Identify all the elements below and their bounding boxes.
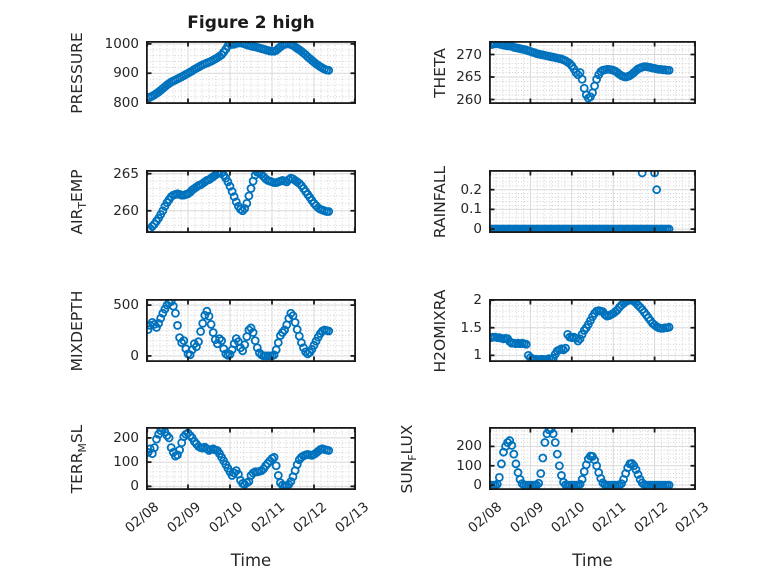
subplot-pressure bbox=[146, 41, 356, 104]
axes-box bbox=[146, 299, 356, 362]
minor-grid bbox=[490, 428, 695, 489]
y-tick-label-air-temp: 265 bbox=[113, 165, 139, 182]
x-tick-label: 02/08 bbox=[465, 499, 506, 537]
y-axis-label-h2omixra: H2OMIXRA bbox=[431, 288, 449, 373]
y-tick-label-terr-msl: 100 bbox=[113, 454, 139, 471]
y-tick-label-theta: 260 bbox=[456, 91, 482, 108]
axes-box bbox=[489, 170, 696, 233]
subplot-rainfall bbox=[489, 170, 696, 233]
y-axis-label-terr-msl: TERRMSL bbox=[68, 424, 90, 493]
y-tick-label-mixdepth: 0 bbox=[130, 347, 139, 364]
x-tick-label: 02/12 bbox=[630, 499, 671, 537]
subplot-air-temp bbox=[146, 170, 356, 233]
y-tick-label-mixdepth: 500 bbox=[113, 297, 139, 314]
y-tick-label-rainfall: 0 bbox=[473, 221, 482, 238]
y-tick-label-h2omixra: 2 bbox=[473, 292, 482, 309]
y-tick-label-pressure: 900 bbox=[113, 65, 139, 82]
subplot-theta bbox=[489, 41, 696, 104]
y-tick-label-rainfall: 0.2 bbox=[460, 181, 482, 198]
y-tick-label-pressure: 1000 bbox=[104, 35, 139, 52]
subplot-mixdepth bbox=[146, 299, 356, 362]
x-tick-label: 02/13 bbox=[672, 499, 713, 537]
y-tick-label-theta: 270 bbox=[456, 46, 482, 63]
figure-title: Figure 2 high bbox=[187, 13, 315, 33]
major-grid bbox=[147, 428, 355, 489]
series-markers-theta bbox=[489, 41, 674, 103]
subplot-terr-msl bbox=[146, 427, 356, 490]
y-tick-label-sun-flux: 100 bbox=[456, 457, 482, 474]
x-tick-label: 02/10 bbox=[206, 499, 247, 537]
axes-box bbox=[489, 427, 696, 490]
x-tick-label: 02/13 bbox=[332, 499, 373, 537]
x-tick-label: 02/08 bbox=[122, 499, 163, 537]
y-tick-label-terr-msl: 200 bbox=[113, 429, 139, 446]
series-markers-mixdepth bbox=[146, 299, 334, 361]
y-tick-label-sun-flux: 0 bbox=[473, 477, 482, 494]
minor-grid bbox=[490, 42, 695, 103]
axes-box bbox=[489, 41, 696, 104]
axes-box bbox=[489, 299, 696, 362]
series-markers-air-temp bbox=[146, 170, 334, 233]
y-tick-label-theta: 265 bbox=[456, 69, 482, 85]
x-tick-label: 02/09 bbox=[164, 499, 205, 537]
y-tick-label-sun-flux: 200 bbox=[456, 438, 482, 455]
x-axis-label-right: Time bbox=[572, 551, 613, 570]
x-axis-label-left: Time bbox=[230, 551, 272, 570]
y-tick-label-h2omixra: 1.5 bbox=[460, 319, 482, 336]
subplot-h2omixra bbox=[489, 299, 696, 362]
y-tick-label-pressure: 800 bbox=[113, 94, 139, 111]
y-tick-label-terr-msl: 0 bbox=[130, 478, 139, 495]
x-tick-label: 02/11 bbox=[248, 499, 289, 537]
y-tick-label-rainfall: 0.1 bbox=[460, 201, 482, 218]
y-axis-label-sun-flux: SUNFLUX bbox=[398, 424, 420, 493]
x-tick-label: 02/11 bbox=[589, 499, 630, 537]
axes-box bbox=[146, 170, 356, 233]
axes-box bbox=[146, 427, 356, 490]
axes-box bbox=[146, 41, 356, 104]
x-tick-label: 02/10 bbox=[548, 499, 589, 537]
y-tick-label-h2omixra: 1 bbox=[473, 347, 482, 364]
x-tick-label: 02/09 bbox=[506, 499, 547, 537]
series-markers-terr-msl bbox=[146, 427, 334, 490]
x-tick-label: 02/12 bbox=[290, 499, 331, 537]
minor-grid bbox=[490, 171, 695, 232]
subplot-sun-flux bbox=[489, 427, 696, 490]
y-tick-label-air-temp: 260 bbox=[113, 202, 139, 219]
